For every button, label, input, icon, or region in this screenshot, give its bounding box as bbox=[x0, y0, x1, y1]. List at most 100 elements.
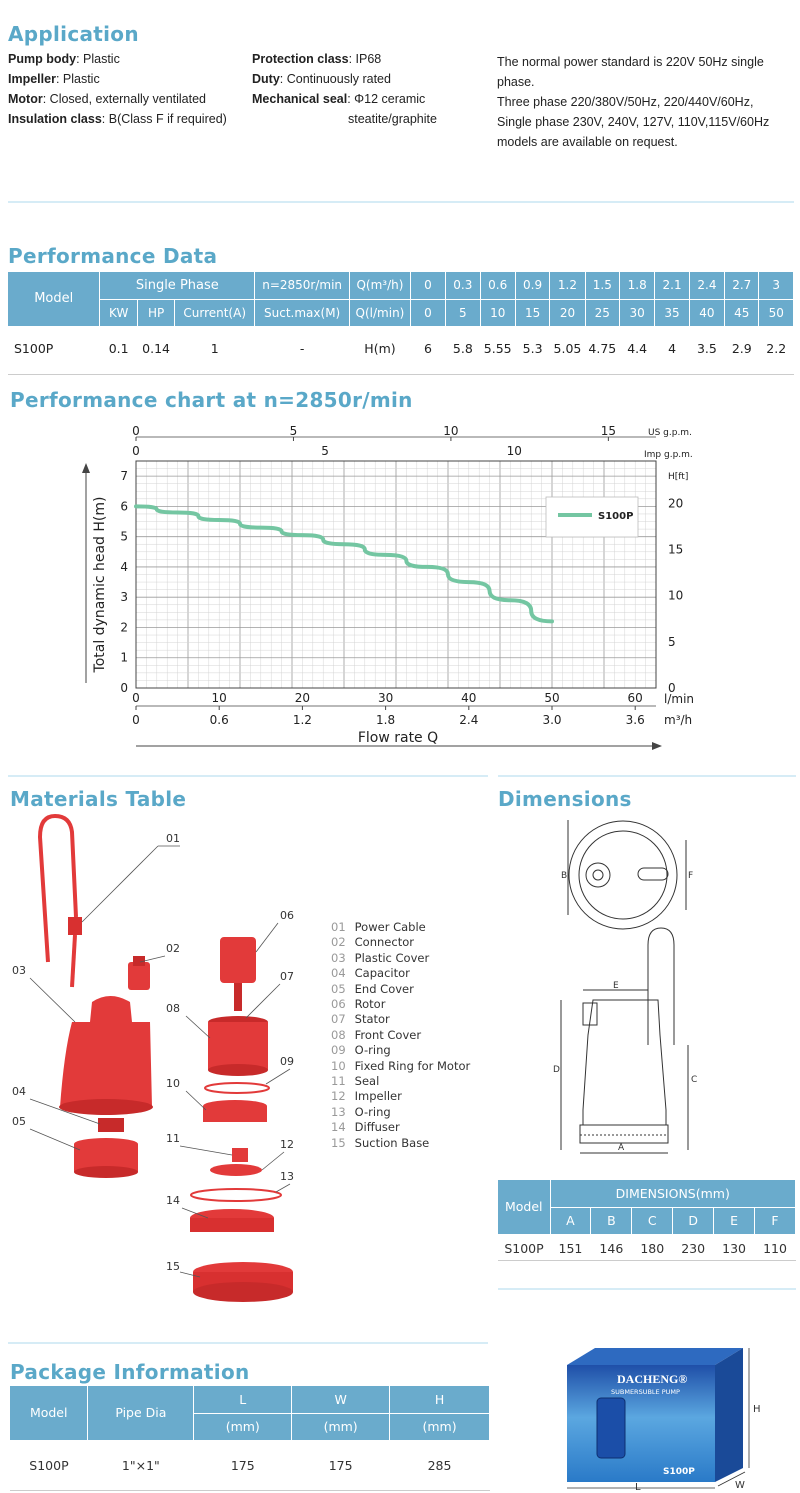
plastic-cover-part bbox=[59, 996, 153, 1115]
h-value: 5.8 bbox=[452, 340, 473, 356]
qm3h-2: 0.6 bbox=[480, 272, 516, 300]
perf-qlmin-header: Q(l/min) bbox=[349, 299, 411, 327]
spec-impeller: Impeller: Plastic bbox=[8, 72, 100, 86]
divider bbox=[8, 201, 794, 203]
svg-text:10: 10 bbox=[166, 1077, 180, 1090]
y-tick-label: 7 bbox=[120, 469, 128, 483]
y-tick-label-ft: 0 bbox=[668, 681, 676, 695]
qlmin-9: 45 bbox=[724, 299, 760, 327]
perf-model-cell: S100P bbox=[14, 340, 54, 356]
y-tick-label: 3 bbox=[120, 590, 128, 604]
materials-title: Materials Table bbox=[10, 787, 187, 811]
qlmin-3: 15 bbox=[515, 299, 551, 327]
svg-text:05: 05 bbox=[12, 1115, 26, 1128]
h-value: 2.2 bbox=[766, 340, 787, 356]
power-note-2: phase. bbox=[497, 75, 535, 89]
exploded-view-drawing: 01 02 03 04 05 06 07 08 09 10 11 12 13 14 15 bbox=[12, 813, 294, 1302]
svg-text:14: 14 bbox=[166, 1194, 180, 1207]
application-title: Application bbox=[8, 22, 139, 46]
qm3h-8: 2.4 bbox=[689, 272, 726, 300]
application-col1: Pump body: Plastic Impeller: Plastic Mot… bbox=[8, 49, 248, 129]
svg-text:C: C bbox=[691, 1075, 697, 1085]
perf-speed-header: n=2850r/min bbox=[254, 272, 351, 300]
x-tick-label-m3h: 1.2 bbox=[293, 713, 312, 727]
y-axis-arrowhead bbox=[82, 463, 90, 473]
performance-data-title: Performance Data bbox=[8, 244, 218, 268]
pkg-header-row-2: (mm) (mm) (mm) bbox=[10, 1413, 490, 1441]
y-tick-label: 0 bbox=[120, 681, 128, 695]
dimensions-table: Model DIMENSIONS(mm) A B C D E F S100P 1… bbox=[498, 1180, 796, 1262]
list-item: 10 Fixed Ring for Motor bbox=[331, 1058, 471, 1073]
qm3h-10: 3 bbox=[758, 272, 794, 300]
qlmin-8: 40 bbox=[689, 299, 726, 327]
power-note-4: Single phase 230V, 240V, 127V, 110V,115V… bbox=[497, 115, 770, 129]
top-view-drawing bbox=[567, 820, 687, 930]
list-item: 14 Diffuser bbox=[331, 1120, 400, 1135]
x-tick-label-m3h: 1.8 bbox=[376, 713, 395, 727]
pkg-h-cell: 285 bbox=[389, 1440, 490, 1491]
suction-base-part bbox=[193, 1262, 293, 1302]
seal-part bbox=[232, 1148, 248, 1162]
list-item: 15 Suction Base bbox=[331, 1135, 430, 1150]
x-unit-m3h: m³/h bbox=[664, 713, 692, 727]
power-note-1: The normal power standard is 220V 50Hz s… bbox=[497, 55, 764, 69]
performance-chart: 0 1 2 3 4 5 6 7 Total dynamic head H(m) 0 5 10 15 20 H… bbox=[82, 424, 694, 750]
qm3h-4: 1.2 bbox=[549, 272, 586, 300]
h-value: 6 bbox=[424, 340, 432, 356]
top-tick-label-us: 0 bbox=[132, 424, 140, 438]
dim-model-cell: S100P bbox=[504, 1240, 544, 1256]
power-note-3: Three phase 220/380V/50Hz, 220/440V/60Hz… bbox=[497, 95, 754, 109]
svg-text:09: 09 bbox=[280, 1055, 294, 1068]
divider bbox=[8, 1342, 488, 1344]
list-item: 04 Capacitor bbox=[331, 966, 410, 981]
top-unit-imp: Imp g.p.m. bbox=[644, 450, 693, 460]
connector-part bbox=[128, 956, 150, 990]
side-view-drawing bbox=[560, 927, 689, 1154]
svg-text:13: 13 bbox=[280, 1170, 294, 1183]
divider bbox=[8, 775, 488, 777]
x-tick-label: 60 bbox=[628, 691, 643, 705]
pkg-unit-header: (mm) bbox=[291, 1413, 391, 1441]
front-cover-part bbox=[208, 1016, 268, 1076]
pkg-unit-header: (mm) bbox=[193, 1413, 293, 1441]
x-tick-label: 10 bbox=[212, 691, 227, 705]
dim-value: 180 bbox=[640, 1240, 665, 1256]
x-unit-lmin: l/min bbox=[664, 692, 694, 706]
perf-qm3h-header: Q(m³/h) bbox=[349, 272, 411, 300]
pkg-pipe-cell: 1"×1" bbox=[87, 1440, 194, 1491]
top-tick-label-us: 15 bbox=[601, 424, 616, 438]
dimensions-title: Dimensions bbox=[498, 787, 632, 811]
capacitor-part bbox=[98, 1118, 124, 1132]
qm3h-0: 0 bbox=[410, 272, 447, 300]
svg-text:H: H bbox=[753, 1404, 761, 1415]
dim-col-c: C bbox=[631, 1207, 674, 1235]
spec-pump-body: Pump body: Plastic bbox=[8, 52, 120, 66]
perf-header-row-2: KW HP Current(A) Suct.max(M) Q(l/min) 0 … bbox=[8, 299, 794, 327]
pkg-header-row-1: Model Pipe Dia L W H bbox=[10, 1386, 490, 1441]
perf-model-header: Model bbox=[8, 272, 101, 327]
box-top bbox=[567, 1348, 743, 1365]
list-item: 12 Impeller bbox=[331, 1089, 402, 1104]
box-brand: DACHENG® bbox=[617, 1372, 687, 1386]
pkg-model-header: Model bbox=[10, 1386, 89, 1441]
pump-image-icon bbox=[596, 1397, 626, 1459]
h-value: 5.3 bbox=[522, 340, 543, 356]
top-unit-us: US g.p.m. bbox=[648, 428, 692, 438]
box-model: S100P bbox=[663, 1467, 695, 1477]
fixed-ring-part bbox=[203, 1100, 267, 1122]
top-tick-label-us: 10 bbox=[443, 424, 458, 438]
svg-text:01: 01 bbox=[166, 832, 180, 845]
spec-insulation: Insulation class: B(Class F if required) bbox=[8, 112, 227, 126]
leader-lines bbox=[29, 845, 291, 1278]
impeller-part bbox=[210, 1164, 262, 1176]
dim-value: 130 bbox=[722, 1240, 746, 1256]
y-unit-ft: H[ft] bbox=[668, 472, 688, 482]
perf-kw-header: KW bbox=[99, 299, 138, 327]
o-ring-part bbox=[190, 1188, 282, 1202]
x-tick-label-m3h: 2.4 bbox=[459, 713, 478, 727]
dim-col-a: A bbox=[550, 1207, 592, 1235]
o-ring-part bbox=[204, 1082, 270, 1094]
y-tick-label: 2 bbox=[120, 620, 128, 634]
qm3h-7: 2.1 bbox=[654, 272, 690, 300]
list-item: 09 O-ring bbox=[331, 1043, 391, 1058]
